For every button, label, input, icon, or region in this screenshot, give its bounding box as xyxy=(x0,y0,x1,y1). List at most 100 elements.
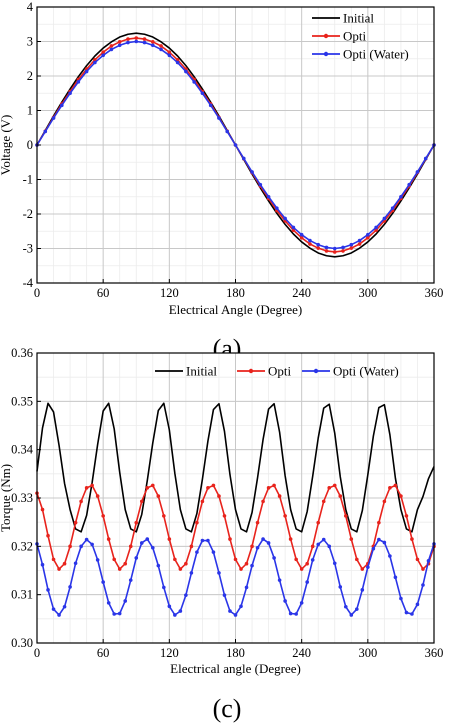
data-point xyxy=(40,507,45,512)
data-point xyxy=(377,520,381,525)
data-point xyxy=(327,486,332,490)
y-axis-title: Torque (Nm) xyxy=(0,464,13,532)
data-point xyxy=(423,156,428,161)
y-tick-label: -2 xyxy=(23,207,33,221)
data-point xyxy=(167,604,172,609)
data-point xyxy=(73,520,78,525)
data-point xyxy=(128,578,133,582)
data-point xyxy=(51,607,56,611)
data-point xyxy=(332,561,337,566)
data-point xyxy=(184,561,188,566)
data-point xyxy=(117,40,122,44)
data-point xyxy=(377,537,381,542)
y-tick-label: 0.32 xyxy=(11,539,33,553)
data-point xyxy=(349,246,354,250)
y-tick-label: 0.35 xyxy=(11,394,33,408)
data-point xyxy=(255,520,260,525)
legend: Initial Opti Opti (Water) xyxy=(155,364,399,379)
data-point xyxy=(233,613,238,617)
data-point xyxy=(123,561,128,566)
data-point xyxy=(343,604,348,609)
data-point xyxy=(62,604,67,609)
data-point xyxy=(366,236,370,240)
legend-item: Initial xyxy=(155,364,217,379)
data-point xyxy=(399,494,403,498)
data-point xyxy=(366,565,370,569)
chart-panel-c: 0 60 120 180 240 300 360 0.30 0.31 0.32 0.33 0.34 0.… xyxy=(0,346,443,723)
x-tick-label: 360 xyxy=(425,646,444,660)
data-point xyxy=(421,583,425,587)
data-point xyxy=(244,585,249,590)
data-point xyxy=(288,611,293,616)
data-point xyxy=(123,599,128,603)
data-point xyxy=(308,242,312,246)
y-tick-label: -3 xyxy=(23,242,33,256)
data-point xyxy=(145,537,150,541)
data-point xyxy=(241,156,246,161)
data-point xyxy=(200,91,205,96)
data-point xyxy=(150,483,155,488)
data-point xyxy=(40,562,45,567)
legend-label: Opti xyxy=(343,29,367,44)
data-point xyxy=(217,494,221,498)
data-point xyxy=(299,236,304,240)
data-point xyxy=(62,561,67,566)
data-point xyxy=(211,483,216,488)
data-point xyxy=(272,483,276,488)
data-point xyxy=(332,250,337,254)
data-point xyxy=(156,494,161,498)
data-point xyxy=(283,599,287,603)
data-point xyxy=(206,538,210,543)
data-point xyxy=(84,537,89,542)
data-point xyxy=(150,43,155,48)
data-point xyxy=(43,129,48,134)
data-point xyxy=(184,69,188,74)
data-point xyxy=(225,129,230,134)
data-point xyxy=(68,585,72,589)
data-point xyxy=(200,499,205,504)
data-point xyxy=(134,36,139,40)
data-point xyxy=(173,613,177,617)
data-point xyxy=(388,486,392,490)
data-point xyxy=(109,47,114,52)
legend-marker xyxy=(248,368,254,374)
x-tick-label: 60 xyxy=(97,286,110,300)
data-point xyxy=(355,607,359,611)
data-point xyxy=(142,37,147,41)
legend-item: Opti xyxy=(237,364,292,379)
data-point xyxy=(374,225,378,230)
data-point xyxy=(404,610,409,615)
legend: Initial Opti Opti (Water) xyxy=(312,11,409,62)
data-point xyxy=(134,556,139,560)
data-point xyxy=(68,91,72,96)
data-point xyxy=(117,567,122,571)
data-point xyxy=(109,44,114,48)
data-point xyxy=(239,567,243,571)
data-point xyxy=(222,593,227,597)
data-point xyxy=(46,588,50,592)
x-tick-label: 120 xyxy=(160,286,179,300)
data-point xyxy=(355,557,359,562)
data-point xyxy=(291,225,296,230)
data-point xyxy=(195,520,199,525)
data-point xyxy=(162,514,166,518)
data-point xyxy=(305,580,309,584)
data-point xyxy=(341,245,345,250)
data-point xyxy=(150,40,155,44)
data-point xyxy=(393,483,398,488)
data-point xyxy=(382,499,387,504)
data-point xyxy=(272,556,276,560)
chart-panel-a: 0 60 120 180 240 300 360 -4 -3 -2 -1 0 1 2 3 4 Electrica… xyxy=(0,0,443,363)
y-tick-label: -4 xyxy=(23,276,34,290)
data-point xyxy=(415,557,420,562)
x-tick-label: 180 xyxy=(226,646,245,660)
data-point xyxy=(222,514,227,518)
data-point xyxy=(338,585,343,589)
legend-marker xyxy=(323,51,329,57)
data-point xyxy=(388,554,392,558)
data-point xyxy=(410,612,414,616)
data-point xyxy=(261,537,265,541)
data-point xyxy=(106,601,111,605)
data-point xyxy=(360,567,365,571)
data-point xyxy=(349,537,354,541)
